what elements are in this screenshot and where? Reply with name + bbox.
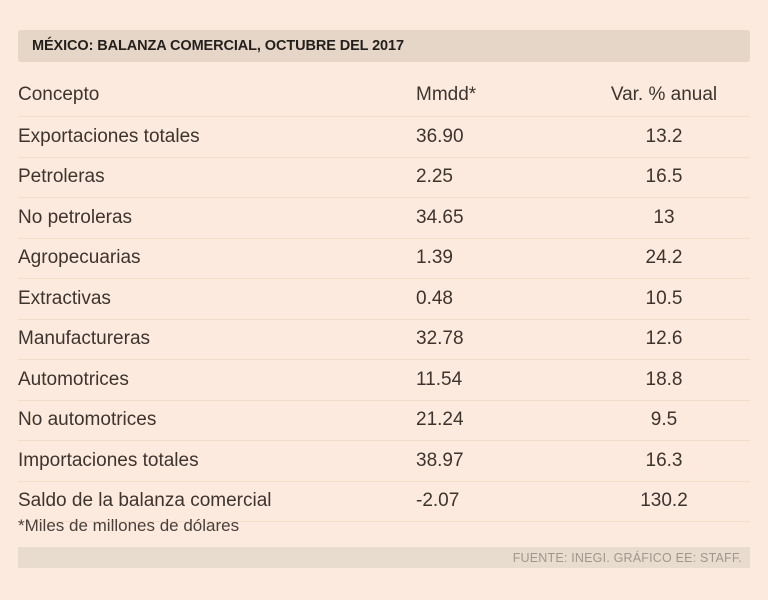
column-header-var-anual: Var. % anual — [578, 74, 750, 117]
table-row: Saldo de la balanza comercial -2.07 130.2 — [18, 481, 750, 522]
cell-concepto: Importaciones totales — [18, 440, 416, 482]
cell-mmdd: 2.25 — [416, 157, 578, 198]
table-row: Agropecuarias 1.39 24.2 — [18, 238, 750, 279]
cell-mmdd: 11.54 — [416, 359, 578, 401]
cell-var-anual: 16.3 — [578, 440, 750, 482]
table-row: Extractivas 0.48 10.5 — [18, 278, 750, 320]
table-body: Exportaciones totales 36.90 13.2 Petroleras… — [18, 116, 750, 522]
balance-of-trade-table: Concepto Mmdd* Var. % anual Exportacione… — [18, 74, 750, 522]
table-row: Automotrices 11.54 18.8 — [18, 359, 750, 401]
table-header-row: Concepto Mmdd* Var. % anual — [18, 74, 750, 117]
cell-mmdd: 0.48 — [416, 278, 578, 320]
cell-concepto: Extractivas — [18, 278, 416, 320]
cell-concepto: No petroleras — [18, 197, 416, 239]
footnote: *Miles de millones de dólares — [18, 516, 240, 535]
table-row: No petroleras 34.65 13 — [18, 197, 750, 239]
column-header-mmdd: Mmdd* — [416, 74, 578, 117]
cell-concepto: Automotrices — [18, 359, 416, 401]
cell-concepto: Exportaciones totales — [18, 116, 416, 158]
source-credit: FUENTE: INEGI. GRÁFICO EE: STAFF. — [512, 550, 742, 565]
cell-mmdd: 34.65 — [416, 197, 578, 239]
cell-mmdd: -2.07 — [416, 481, 578, 522]
cell-mmdd: 38.97 — [416, 440, 578, 482]
cell-var-anual: 9.5 — [578, 400, 750, 441]
cell-var-anual: 130.2 — [578, 481, 750, 522]
cell-concepto: No automotrices — [18, 400, 416, 441]
cell-var-anual: 13 — [578, 197, 750, 239]
table-row: Manufactureras 32.78 12.6 — [18, 319, 750, 360]
table-row: No automotrices 21.24 9.5 — [18, 400, 750, 441]
table-row: Petroleras 2.25 16.5 — [18, 157, 750, 198]
cell-concepto: Saldo de la balanza comercial — [18, 481, 416, 522]
page-title: MÉXICO: BALANZA COMERCIAL, OCTUBRE DEL 2… — [32, 38, 404, 54]
cell-mmdd: 32.78 — [416, 319, 578, 360]
table-row: Exportaciones totales 36.90 13.2 — [18, 116, 750, 158]
source-band: FUENTE: INEGI. GRÁFICO EE: STAFF. — [18, 547, 750, 568]
cell-concepto: Agropecuarias — [18, 238, 416, 279]
cell-var-anual: 24.2 — [578, 238, 750, 279]
table-row: Importaciones totales 38.97 16.3 — [18, 440, 750, 482]
cell-var-anual: 18.8 — [578, 359, 750, 401]
cell-var-anual: 16.5 — [578, 157, 750, 198]
table-header: Concepto Mmdd* Var. % anual — [18, 74, 750, 117]
cell-var-anual: 12.6 — [578, 319, 750, 360]
cell-concepto: Manufactureras — [18, 319, 416, 360]
cell-mmdd: 1.39 — [416, 238, 578, 279]
cell-var-anual: 10.5 — [578, 278, 750, 320]
title-band: MÉXICO: BALANZA COMERCIAL, OCTUBRE DEL 2… — [18, 30, 750, 62]
cell-var-anual: 13.2 — [578, 116, 750, 158]
cell-concepto: Petroleras — [18, 157, 416, 198]
column-header-concepto: Concepto — [18, 74, 416, 117]
cell-mmdd: 21.24 — [416, 400, 578, 441]
table: Concepto Mmdd* Var. % anual Exportacione… — [18, 74, 750, 522]
cell-mmdd: 36.90 — [416, 116, 578, 158]
